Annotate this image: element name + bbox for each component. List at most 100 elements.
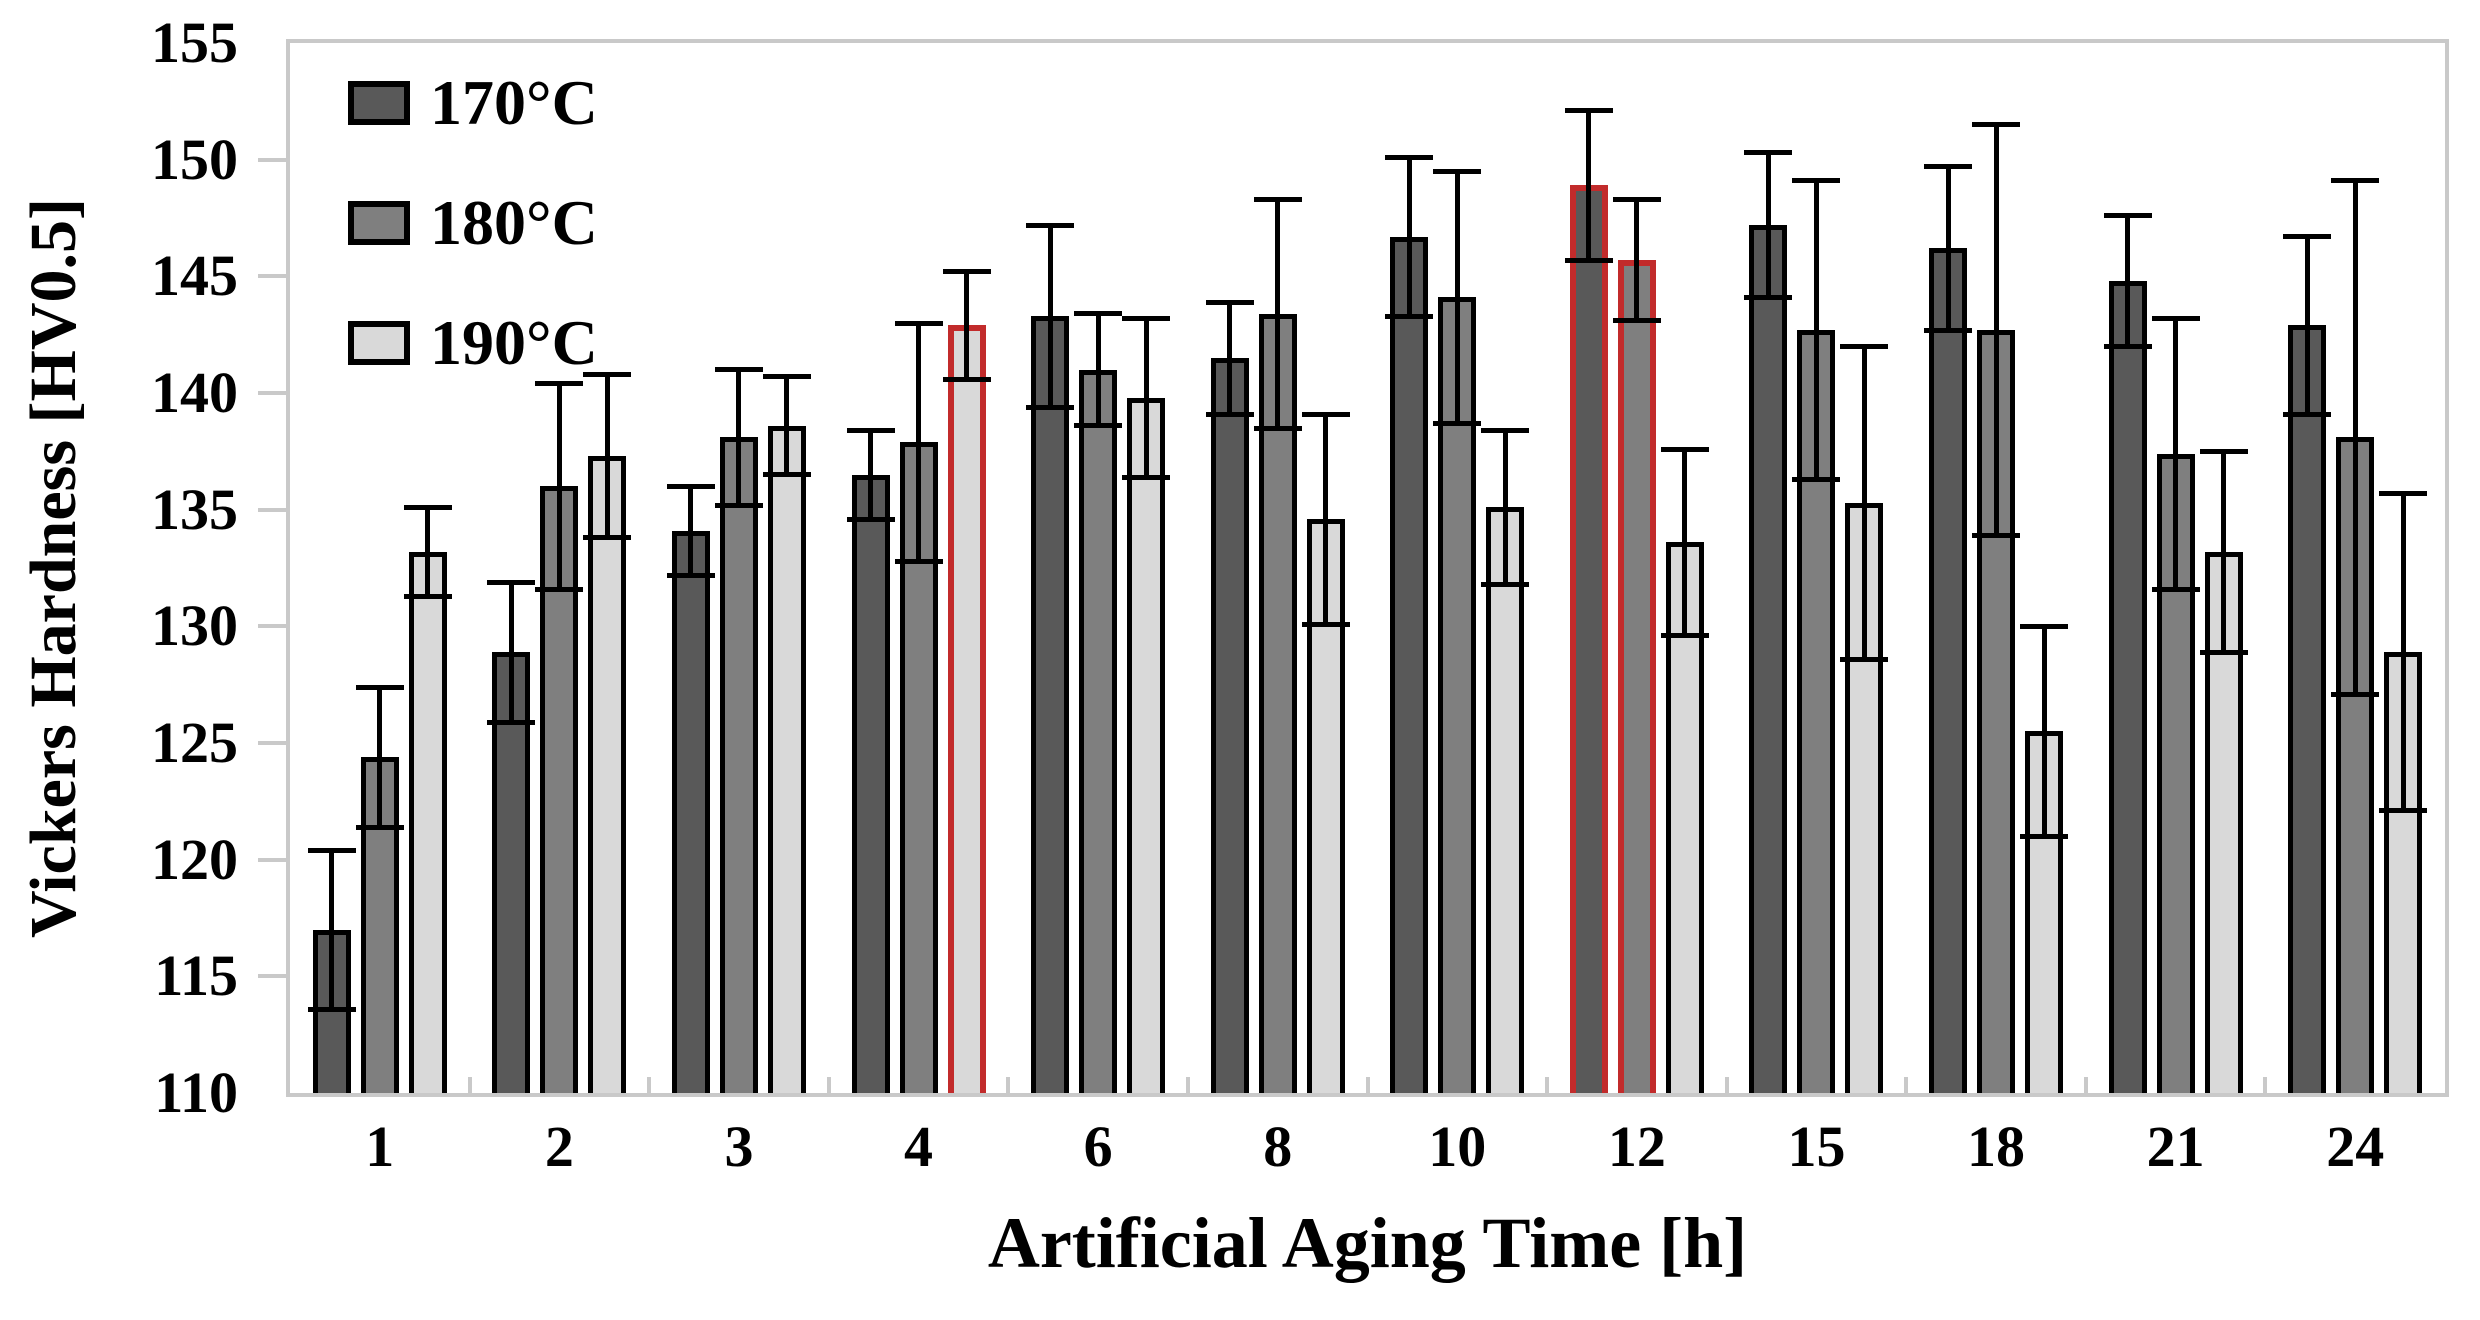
category-boundary-tick (647, 1077, 652, 1097)
y-tick-mark-115 (258, 974, 286, 979)
error-cap-top (355, 684, 404, 690)
category-boundary-tick (1006, 1077, 1011, 1097)
error-bar-170C-10h (1406, 157, 1412, 316)
error-cap-bottom (487, 719, 536, 725)
category-boundary-tick (2083, 1077, 2088, 1097)
bar-180C-6h (1079, 369, 1118, 1093)
error-bar-190C-10h (1502, 430, 1508, 585)
x-axis-title: Artificial Aging Time [h] (987, 1203, 1748, 1283)
error-cap-bottom (1205, 411, 1254, 417)
error-bar-170C-15h (1765, 152, 1771, 298)
error-bar-190C-18h (2041, 626, 2047, 837)
error-cap-bottom (1564, 257, 1613, 263)
error-cap-bottom (1972, 532, 2021, 538)
error-bar-180C-18h (1993, 124, 1999, 536)
error-cap-top (846, 427, 895, 433)
legend-row-170c: 170°C (348, 71, 598, 135)
bar-170C-12h (1569, 185, 1608, 1093)
legend-swatch-190c (348, 321, 410, 365)
error-bar-190C-1h (425, 507, 431, 596)
bar-190C-10h (1486, 507, 1525, 1093)
x-tick-label-10h: 10 (1428, 1114, 1487, 1179)
error-cap-top (1792, 178, 1841, 184)
error-cap-top (1660, 446, 1709, 452)
error-bar-190C-3h (784, 376, 790, 475)
y-tick-label-130: 130 (151, 593, 238, 659)
legend-label-170c: 170°C (430, 67, 598, 138)
bar-170C-6h (1031, 316, 1070, 1093)
error-cap-top (2379, 490, 2428, 496)
error-cap-top (1205, 299, 1254, 305)
error-bar-170C-24h (2304, 236, 2310, 414)
error-cap-bottom (355, 824, 404, 830)
category-boundary-tick (1724, 1077, 1729, 1097)
category-boundary-tick (1365, 1077, 1370, 1097)
error-cap-top (2199, 448, 2248, 454)
error-cap-bottom (1385, 313, 1434, 319)
y-tick-label-110: 110 (154, 1060, 238, 1125)
error-bar-180C-15h (1813, 180, 1819, 480)
error-cap-bottom (1792, 476, 1841, 482)
error-cap-top (307, 847, 356, 853)
error-cap-top (1744, 150, 1793, 156)
bar-180C-8h (1258, 313, 1297, 1093)
y-tick-label-120: 120 (151, 826, 238, 892)
x-tick-label-12h: 12 (1607, 1114, 1666, 1179)
bar-190C-6h (1127, 397, 1166, 1093)
error-cap-bottom (894, 558, 943, 564)
error-cap-bottom (1301, 621, 1350, 627)
x-tick-label-6h: 6 (1083, 1114, 1113, 1179)
error-cap-top (403, 504, 452, 510)
bar-180C-10h (1438, 297, 1477, 1093)
error-bar-190C-15h (1861, 346, 1867, 659)
error-cap-top (2151, 315, 2200, 321)
category-boundary-tick (2263, 1077, 2268, 1097)
bar-170C-3h (671, 530, 710, 1093)
y-tick-mark-145 (258, 274, 286, 279)
error-cap-bottom (2283, 411, 2332, 417)
error-bar-170C-21h (2125, 215, 2131, 347)
error-cap-bottom (2379, 808, 2428, 814)
y-tick-mark-140 (258, 391, 286, 395)
error-bar-180C-2h (556, 383, 562, 589)
error-cap-top (535, 381, 584, 387)
error-bar-170C-3h (688, 486, 694, 575)
y-tick-label-135: 135 (151, 476, 238, 542)
bar-170C-15h (1749, 225, 1788, 1093)
bar-170C-21h (2108, 281, 2147, 1093)
error-cap-top (2331, 178, 2380, 184)
bar-190C-1h (408, 551, 447, 1093)
error-cap-top (1840, 343, 1889, 349)
y-axis-line (286, 39, 290, 1097)
legend: 170°C 180°C 190°C (348, 71, 598, 375)
category-boundary-tick (826, 1077, 831, 1097)
error-cap-bottom (1122, 474, 1171, 480)
category-boundary-tick (1545, 1077, 1550, 1097)
error-cap-top (487, 579, 536, 585)
error-bar-180C-4h (916, 323, 922, 561)
y-tick-mark-120 (258, 857, 286, 862)
error-cap-top (1481, 427, 1530, 433)
error-bar-190C-12h (1682, 449, 1688, 636)
error-cap-bottom (762, 472, 811, 478)
error-cap-bottom (307, 1006, 356, 1012)
error-bar-180C-10h (1454, 171, 1460, 424)
legend-row-180c: 180°C (348, 191, 598, 255)
x-tick-label-18h: 18 (1967, 1114, 2026, 1179)
bar-180C-4h (899, 442, 938, 1093)
error-cap-top (2020, 623, 2069, 629)
bar-180C-3h (719, 437, 758, 1093)
error-cap-bottom (1924, 327, 1973, 333)
x-tick-label-21h: 21 (2146, 1114, 2205, 1179)
error-cap-top (1972, 122, 2021, 128)
error-cap-bottom (2020, 833, 2069, 839)
plot-frame-top (286, 39, 2449, 43)
x-tick-label-15h: 15 (1787, 1114, 1846, 1179)
error-cap-top (2283, 234, 2332, 240)
error-cap-bottom (2331, 691, 2380, 697)
y-axis-tick-labels: 110 115 120 125 130 135 140 145 150 155 (0, 0, 240, 1320)
x-tick-label-24h: 24 (2326, 1114, 2385, 1179)
error-bar-170C-4h (868, 430, 874, 519)
bar-190C-2h (588, 456, 627, 1093)
error-cap-top (942, 269, 991, 275)
